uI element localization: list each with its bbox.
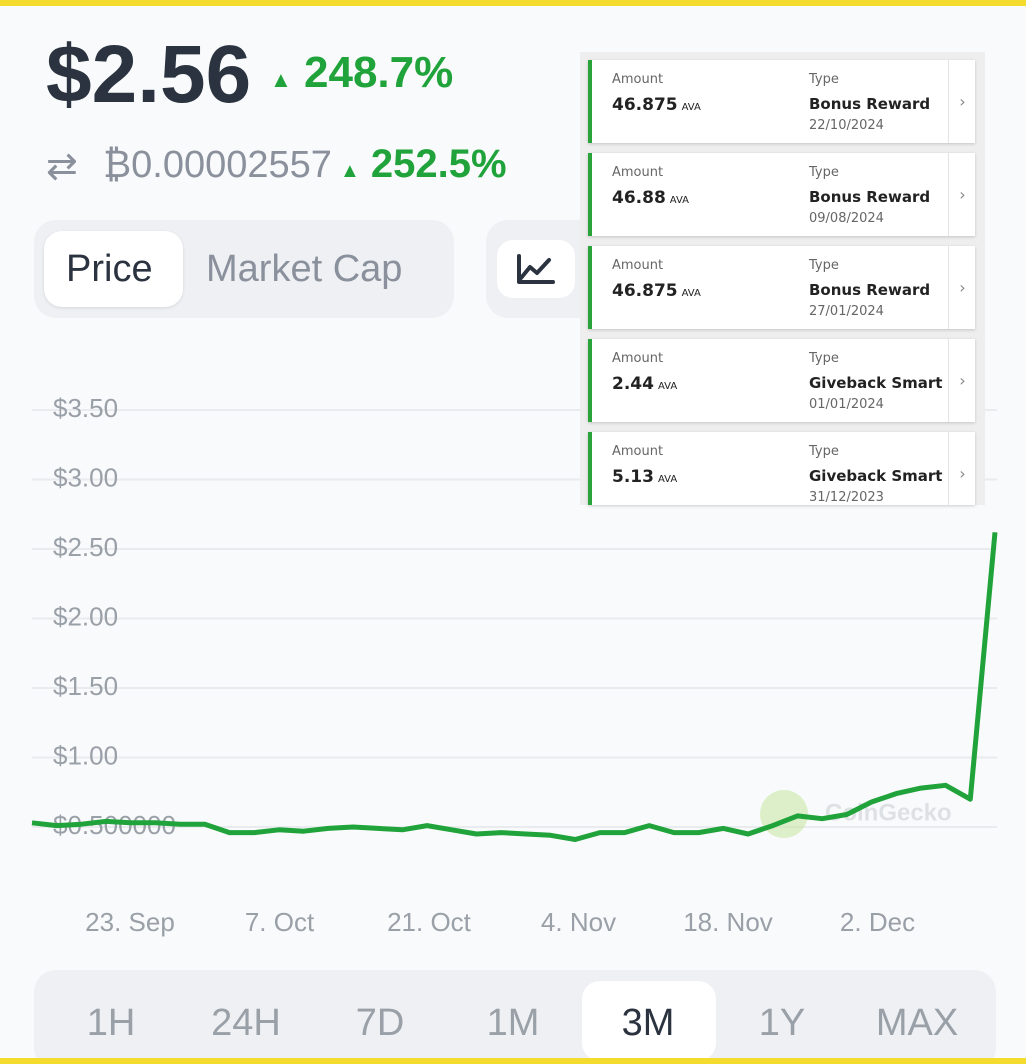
type-label: Type: [809, 351, 839, 366]
amount-value: 2.44: [612, 374, 654, 394]
btc-change: ▲ 252.5%: [340, 142, 507, 186]
price: $2.56: [46, 29, 252, 120]
timeframe-bar: [34, 970, 996, 1058]
timeframe[interactable]: 1H: [86, 1002, 136, 1044]
x-tick-label: 7. Oct: [245, 907, 315, 937]
x-tick-label: 2. Dec: [840, 907, 915, 937]
line-icon: [517, 254, 555, 284]
price-change: ▲ 248.7%: [270, 48, 454, 97]
x-tick-label: 4. Nov: [541, 907, 616, 937]
type: Bonus Reward: [809, 95, 931, 113]
price-line: [31, 532, 998, 842]
tab[interactable]: Price: [66, 248, 153, 290]
transaction-card[interactable]: Amount 5.13 AVA Type Giveback Smart 31/12/202…: [588, 432, 975, 505]
timeframe[interactable]: 3M: [621, 1002, 675, 1044]
type-label: Type: [809, 258, 839, 273]
date: 27/01/2024: [809, 304, 884, 319]
amount-unit: AVA: [681, 288, 701, 299]
type-label: Type: [809, 165, 839, 180]
transaction-card[interactable]: Amount 46.875 AVA Type Bonus Reward 27/01/202…: [588, 246, 975, 329]
type-label: Type: [809, 72, 839, 87]
date: 01/01/2024: [809, 397, 884, 412]
y-tick-label: $2.00: [53, 601, 118, 631]
amount-label: Amount: [612, 351, 664, 366]
y-tick-label: $3.00: [53, 462, 118, 492]
y-tick-label: $2.50: [53, 532, 118, 562]
chevron: ›: [948, 339, 976, 422]
x-tick-label: 21. Oct: [387, 907, 472, 937]
amount: 5.13 AVA: [612, 467, 677, 487]
amount-unit: AVA: [657, 474, 678, 485]
type: Giveback Smart: [809, 467, 943, 485]
y-tick-label: $3.50: [53, 393, 118, 423]
y-tick-label: $1.00: [53, 740, 118, 770]
amount-unit: AVA: [681, 102, 701, 113]
date: 31/12/2023: [809, 490, 884, 505]
chevron: ›: [948, 60, 976, 143]
btc-change-value: 252.5%: [370, 142, 507, 186]
amount-unit: AVA: [657, 381, 678, 392]
amount-label: Amount: [612, 165, 664, 180]
timeframe[interactable]: 1M: [486, 1002, 540, 1044]
price-change-value: 248.7%: [304, 48, 454, 97]
chevron: ›: [948, 432, 975, 505]
btc-price: ₿0.00002557: [103, 144, 332, 186]
transaction-card[interactable]: Amount 46.875 AVA Type Bonus Reward 22/10/202…: [588, 60, 975, 143]
transaction-card[interactable]: Amount 46.88 AVA Type Bonus Reward 09/08/2024…: [588, 153, 975, 236]
amount: 46.875 AVA: [612, 281, 701, 301]
transaction-card[interactable]: Amount 2.44 AVA Type Giveback Smart 01/01/202…: [588, 339, 975, 422]
amount-value: 46.88: [612, 188, 666, 208]
amount-label: Amount: [612, 72, 664, 87]
chevron: ›: [948, 153, 976, 236]
x-tick-label: 18. Nov: [683, 907, 773, 937]
timeframe[interactable]: 24H: [211, 1002, 281, 1044]
amount-unit: AVA: [669, 195, 690, 206]
timeframe[interactable]: MAX: [875, 1002, 959, 1044]
chart: $0.500000$1.00$1.50$2.00$2.50$3.00$3.50C…: [31, 393, 998, 937]
type-label: Type: [809, 444, 839, 459]
tab-selected-bg: [44, 231, 183, 307]
timeframe[interactable]: 7D: [355, 1002, 405, 1044]
amount-label: Amount: [612, 258, 664, 273]
x-tick-label: 23. Sep: [85, 907, 175, 937]
date: 09/08/2024: [809, 211, 884, 226]
date: 22/10/2024: [809, 118, 884, 133]
amount-value: 5.13: [612, 467, 654, 487]
y-tick-label: $1.50: [53, 671, 118, 701]
tab[interactable]: Market Cap: [206, 248, 403, 290]
amount-value: 46.875: [612, 95, 678, 115]
convert-icon: ⇄: [46, 146, 78, 188]
amount: 2.44 AVA: [612, 374, 677, 394]
amount: 46.88 AVA: [612, 188, 689, 208]
amount-label: Amount: [612, 444, 664, 459]
amount-value: 46.875: [612, 281, 678, 301]
amount: 46.875 AVA: [612, 95, 701, 115]
chart-type-button[interactable]: [497, 240, 575, 298]
type: Bonus Reward: [809, 188, 931, 206]
timeframe-selected-bg: [582, 981, 716, 1058]
type: Bonus Reward: [809, 281, 931, 299]
type: Giveback Smart: [809, 374, 943, 392]
chevron: ›: [948, 246, 976, 329]
timeframe[interactable]: 1Y: [758, 1002, 806, 1044]
